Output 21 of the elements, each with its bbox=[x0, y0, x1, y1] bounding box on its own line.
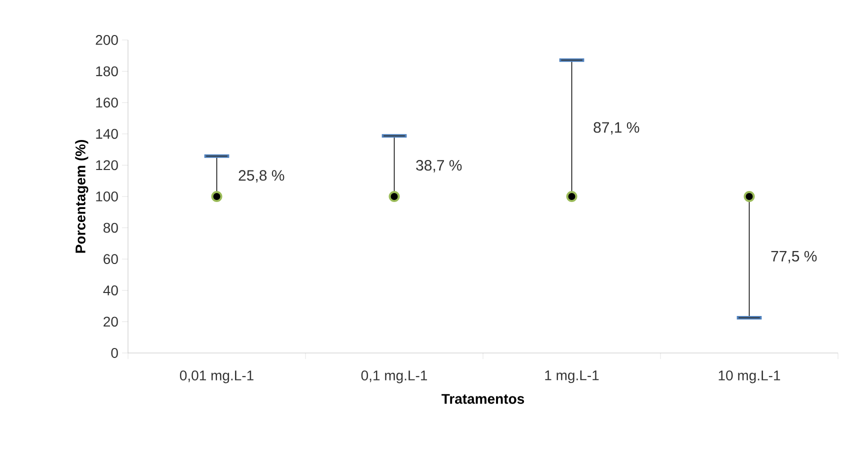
y-tick-label: 120 bbox=[96, 160, 118, 170]
y-tick-label: 100 bbox=[96, 192, 118, 202]
y-tick-label: 160 bbox=[96, 98, 118, 108]
y-tick-label: 80 bbox=[104, 222, 118, 233]
y-tick-label: 180 bbox=[96, 66, 118, 76]
y-tick-label: 0 bbox=[111, 348, 118, 358]
y-axis-title: Porcentagem (%) bbox=[75, 140, 88, 253]
x-tick-label: 0,01 mg.L-1 bbox=[180, 370, 254, 384]
x-tick-label: 0,1 mg.L-1 bbox=[361, 370, 428, 384]
x-tick-label: 1 mg.L-1 bbox=[545, 370, 599, 384]
y-tick-label: 140 bbox=[96, 128, 118, 139]
x-tick-label: 10 mg.L-1 bbox=[718, 370, 780, 384]
annotation: 38,7 % bbox=[416, 160, 462, 172]
x-axis-title: Tratamentos bbox=[442, 394, 524, 404]
y-tick-label: 20 bbox=[104, 316, 118, 327]
annotation: 87,1 % bbox=[594, 122, 640, 135]
annotation: 25,8 % bbox=[238, 170, 284, 182]
annotation: 77,5 % bbox=[771, 250, 817, 264]
y-tick-label: 60 bbox=[104, 254, 118, 264]
y-tick-label: 200 bbox=[96, 35, 118, 45]
y-tick-label: 40 bbox=[103, 285, 118, 296]
